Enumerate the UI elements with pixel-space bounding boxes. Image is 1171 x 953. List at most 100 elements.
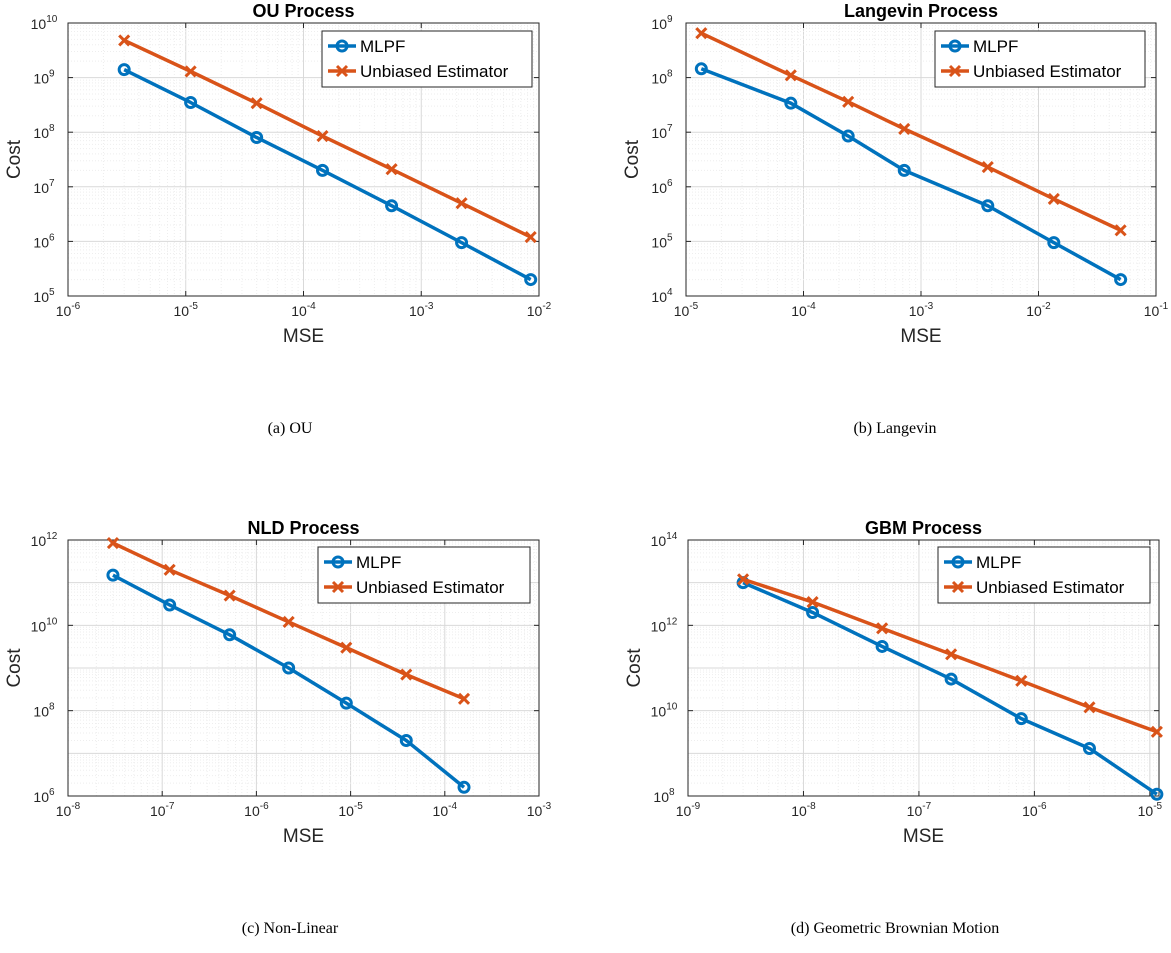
x-tick-label: 10-4 — [791, 301, 816, 319]
chart-nld: 10-8 10-7 10-6 10-5 10-4 10-3 106 108 1010 1012 NL… — [4, 518, 552, 847]
series-mlpf — [694, 62, 1128, 287]
data-point — [282, 615, 295, 629]
x-tick-label: 10-7 — [907, 801, 932, 819]
x-tick-label: 10-7 — [150, 801, 175, 819]
legend-label: MLPF — [360, 37, 405, 56]
data-point — [106, 568, 120, 582]
data-point — [385, 199, 399, 213]
legend-label: Unbiased Estimator — [356, 578, 505, 597]
y-tick-label: 108 — [651, 69, 673, 87]
series-line — [700, 67, 1122, 282]
data-point — [117, 63, 131, 77]
legend-marker — [335, 64, 349, 78]
x-axis-label: MSE — [283, 326, 324, 347]
data-point — [876, 622, 889, 635]
data-point — [1047, 236, 1061, 250]
x-tick-label: 10-8 — [791, 801, 816, 819]
x-axis-label: MSE — [283, 826, 324, 847]
chart-title: NLD Process — [247, 518, 359, 538]
data-point — [340, 641, 353, 654]
x-tick-label: 10-6 — [244, 801, 269, 819]
legend-box — [321, 30, 533, 88]
data-point — [694, 62, 708, 76]
y-tick-label: 106 — [33, 232, 55, 250]
legend: MLPF Unbiased Estimator — [317, 546, 531, 604]
x-tick-label: 10-6 — [56, 301, 81, 319]
data-point — [695, 27, 708, 40]
data-point — [1047, 192, 1060, 205]
series-unbiased-estimator — [118, 34, 537, 244]
legend-label: Unbiased Estimator — [976, 578, 1125, 597]
legend-marker — [951, 580, 965, 594]
legend-box — [934, 30, 1146, 88]
x-tick-label: 10-5 — [174, 301, 199, 319]
data-point — [106, 536, 120, 550]
legend-entry: MLPF — [941, 37, 1018, 56]
legend-box — [317, 546, 531, 604]
data-point — [784, 96, 798, 110]
data-point — [524, 231, 537, 244]
legend: MLPF Unbiased Estimator — [934, 30, 1146, 88]
legend-marker — [331, 555, 345, 569]
x-tick-label: 10-3 — [909, 301, 934, 319]
chart-panel-gbm: 10-9 10-8 10-7 10-6 10-5 108 1010 1012 1014 GBM P… — [613, 500, 1171, 860]
x-tick-label: 10-4 — [291, 301, 316, 319]
x-tick-label: 10-8 — [56, 801, 81, 819]
data-point — [806, 596, 819, 609]
series-mlpf — [117, 63, 538, 287]
data-point — [1014, 712, 1028, 726]
x-tick-label: 10-4 — [433, 801, 458, 819]
series-unbiased-estimator — [106, 536, 471, 705]
y-tick-label: 1012 — [31, 531, 58, 549]
y-tick-label: 107 — [651, 123, 673, 141]
data-point — [163, 598, 177, 612]
data-point — [806, 605, 820, 619]
y-axis-label: Cost — [4, 139, 25, 179]
data-point — [457, 692, 471, 705]
data-point — [1114, 224, 1127, 237]
chart-langevin: 10-5 10-4 10-3 10-2 10-1 104 105 106 107 108 109 La… — [622, 1, 1169, 347]
legend-entry: Unbiased Estimator — [944, 578, 1125, 597]
y-tick-label: 109 — [651, 14, 673, 32]
legend-entry: MLPF — [944, 553, 1021, 572]
legend-entry: Unbiased Estimator — [328, 62, 509, 81]
x-tick-label: 10-6 — [1022, 801, 1047, 819]
y-tick-label: 1014 — [651, 531, 678, 549]
legend-marker — [331, 580, 345, 594]
y-tick-label: 105 — [651, 232, 673, 250]
x-tick-label: 10-5 — [338, 801, 363, 819]
x-tick-label: 10-3 — [409, 301, 434, 319]
legend-entry: Unbiased Estimator — [324, 578, 505, 597]
data-point — [1150, 725, 1163, 738]
data-point — [316, 129, 329, 143]
data-point — [223, 589, 236, 602]
y-tick-label: 108 — [33, 702, 55, 720]
data-point — [981, 199, 995, 213]
data-point — [455, 236, 469, 250]
legend-label: MLPF — [976, 553, 1021, 572]
chart-panel-nld: 10-8 10-7 10-6 10-5 10-4 10-3 106 108 1010 1012 NL… — [0, 500, 560, 860]
legend-entry: MLPF — [328, 37, 405, 56]
series-mlpf — [106, 568, 471, 794]
legend-label: MLPF — [973, 37, 1018, 56]
chart-panel-ou: 10-6 10-5 10-4 10-3 10-2 105 106 107 108 109 1010 O… — [0, 0, 560, 360]
caption-ou: (a) OU — [267, 420, 313, 437]
data-point — [737, 573, 750, 586]
caption-langevin: (b) Langevin — [853, 420, 937, 437]
data-point — [524, 273, 538, 287]
data-point — [875, 639, 889, 653]
x-tick-label: 10-5 — [1138, 801, 1163, 819]
y-tick-label: 107 — [33, 178, 55, 196]
y-axis-label: Cost — [622, 139, 643, 179]
data-point — [842, 95, 855, 108]
caption-nld: (c) Non-Linear — [241, 920, 339, 937]
x-axis-label: MSE — [900, 326, 941, 347]
x-axis-label: MSE — [903, 826, 944, 847]
legend-entry: MLPF — [324, 553, 401, 572]
x-tick-label: 10-3 — [527, 801, 552, 819]
legend-marker — [948, 64, 962, 78]
data-point — [184, 95, 198, 109]
chart-title: Langevin Process — [844, 1, 998, 21]
y-tick-label: 105 — [33, 287, 55, 305]
series-unbiased-estimator — [695, 27, 1127, 237]
